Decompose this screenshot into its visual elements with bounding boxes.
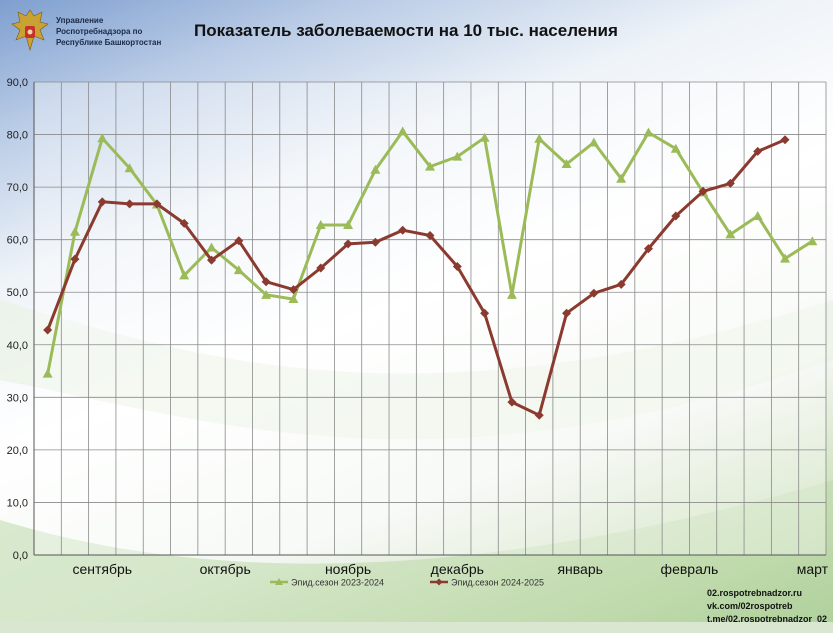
data-point [206, 242, 217, 252]
data-point [725, 178, 735, 188]
data-point [233, 265, 244, 275]
legend-swatch-marker [275, 578, 283, 585]
data-point [425, 161, 435, 171]
organization-name: Управление Роспотребнадзора по Республик… [56, 15, 161, 48]
data-point [780, 253, 791, 263]
data-point [315, 219, 326, 229]
x-tick-label: январь [557, 561, 602, 577]
data-point [534, 410, 544, 420]
data-point [616, 173, 627, 183]
data-point [261, 289, 272, 299]
y-tick-label: 90,0 [7, 77, 28, 89]
data-point [479, 132, 490, 142]
x-tick-label: февраль [661, 561, 719, 577]
data-point [69, 226, 80, 236]
contacts-block: 02.rospotrebnadzor.ru vk.com/02rospotreb… [707, 587, 827, 626]
series-line-2 [46, 138, 786, 417]
emblem-icon [11, 9, 49, 52]
data-point [425, 230, 435, 240]
data-point [97, 197, 107, 207]
data-point [207, 255, 217, 265]
data-point [261, 277, 271, 287]
data-point [125, 199, 135, 209]
data-point [343, 219, 354, 229]
data-point [288, 285, 298, 295]
y-tick-label: 40,0 [7, 340, 28, 352]
y-tick-label: 20,0 [7, 445, 28, 457]
data-point [506, 289, 517, 299]
data-point [725, 229, 736, 239]
data-point [452, 151, 463, 161]
legend-swatch-marker [435, 578, 443, 586]
data-point [42, 368, 53, 378]
data-point [562, 308, 572, 318]
data-point [780, 135, 790, 145]
chart-title: Показатель заболеваемости на 10 тыс. нас… [194, 21, 618, 40]
data-point [589, 288, 599, 298]
header: Управление Роспотребнадзора по Республик… [0, 0, 833, 72]
data-point [753, 146, 763, 156]
y-tick-label: 30,0 [7, 392, 28, 404]
data-point [561, 158, 572, 168]
data-point [452, 261, 462, 271]
data-point [370, 237, 380, 247]
y-tick-label: 70,0 [7, 182, 28, 194]
plot-area [34, 82, 826, 555]
data-point [507, 397, 517, 407]
data-point [124, 163, 135, 173]
data-point [616, 279, 626, 289]
org-line: Управление [56, 16, 104, 25]
data-point [643, 127, 654, 137]
data-point [643, 244, 653, 254]
data-point [343, 239, 353, 249]
data-point [588, 137, 599, 147]
y-tick-label: 10,0 [7, 497, 28, 509]
x-tick-label: октябрь [200, 561, 251, 577]
org-line: Роспотребнадзора по [56, 27, 143, 36]
y-tick-label: 60,0 [7, 235, 28, 247]
data-point [70, 254, 80, 264]
data-point [179, 218, 189, 228]
y-tick-label: 80,0 [7, 130, 28, 142]
data-point [398, 225, 408, 235]
data-point [534, 133, 545, 143]
data-point [179, 270, 190, 280]
data-point [288, 294, 299, 304]
data-point [234, 236, 244, 246]
data-point [152, 199, 162, 209]
data-point [97, 133, 108, 143]
x-tick-label: сентябрь [72, 561, 132, 577]
website-link[interactable]: 02.rospotrebnadzor.ru [706, 588, 802, 598]
data-point [397, 126, 408, 136]
x-tick-label: март [797, 561, 829, 577]
legend-label: Эпид.сезон 2024-2025 [451, 578, 544, 588]
y-tick-label: 0,0 [13, 550, 28, 562]
y-tick-label: 50,0 [7, 287, 28, 299]
org-line: Республике Башкортостан [56, 38, 162, 47]
data-point [480, 308, 490, 318]
data-point [43, 325, 53, 335]
x-tick-label: декабрь [431, 561, 484, 577]
data-point [807, 236, 818, 246]
bottom-strip [0, 622, 833, 633]
legend-label: Эпид.сезон 2023-2024 [291, 578, 384, 588]
data-point [752, 211, 763, 221]
data-point [370, 164, 381, 174]
x-tick-label: ноябрь [325, 561, 371, 577]
data-point [698, 186, 708, 196]
line-chart: 0,0 10,0 20,0 30,0 40,0 50,0 60,0 70,0 80,0 90,0 с… [7, 77, 829, 588]
telegram-link[interactable]: t.me/02.rospotrebnadzor_02 [706, 614, 827, 624]
vk-link[interactable]: vk.com/02rospotreb [706, 601, 793, 611]
data-point [671, 211, 681, 221]
data-point [670, 143, 681, 153]
data-point [316, 263, 326, 273]
